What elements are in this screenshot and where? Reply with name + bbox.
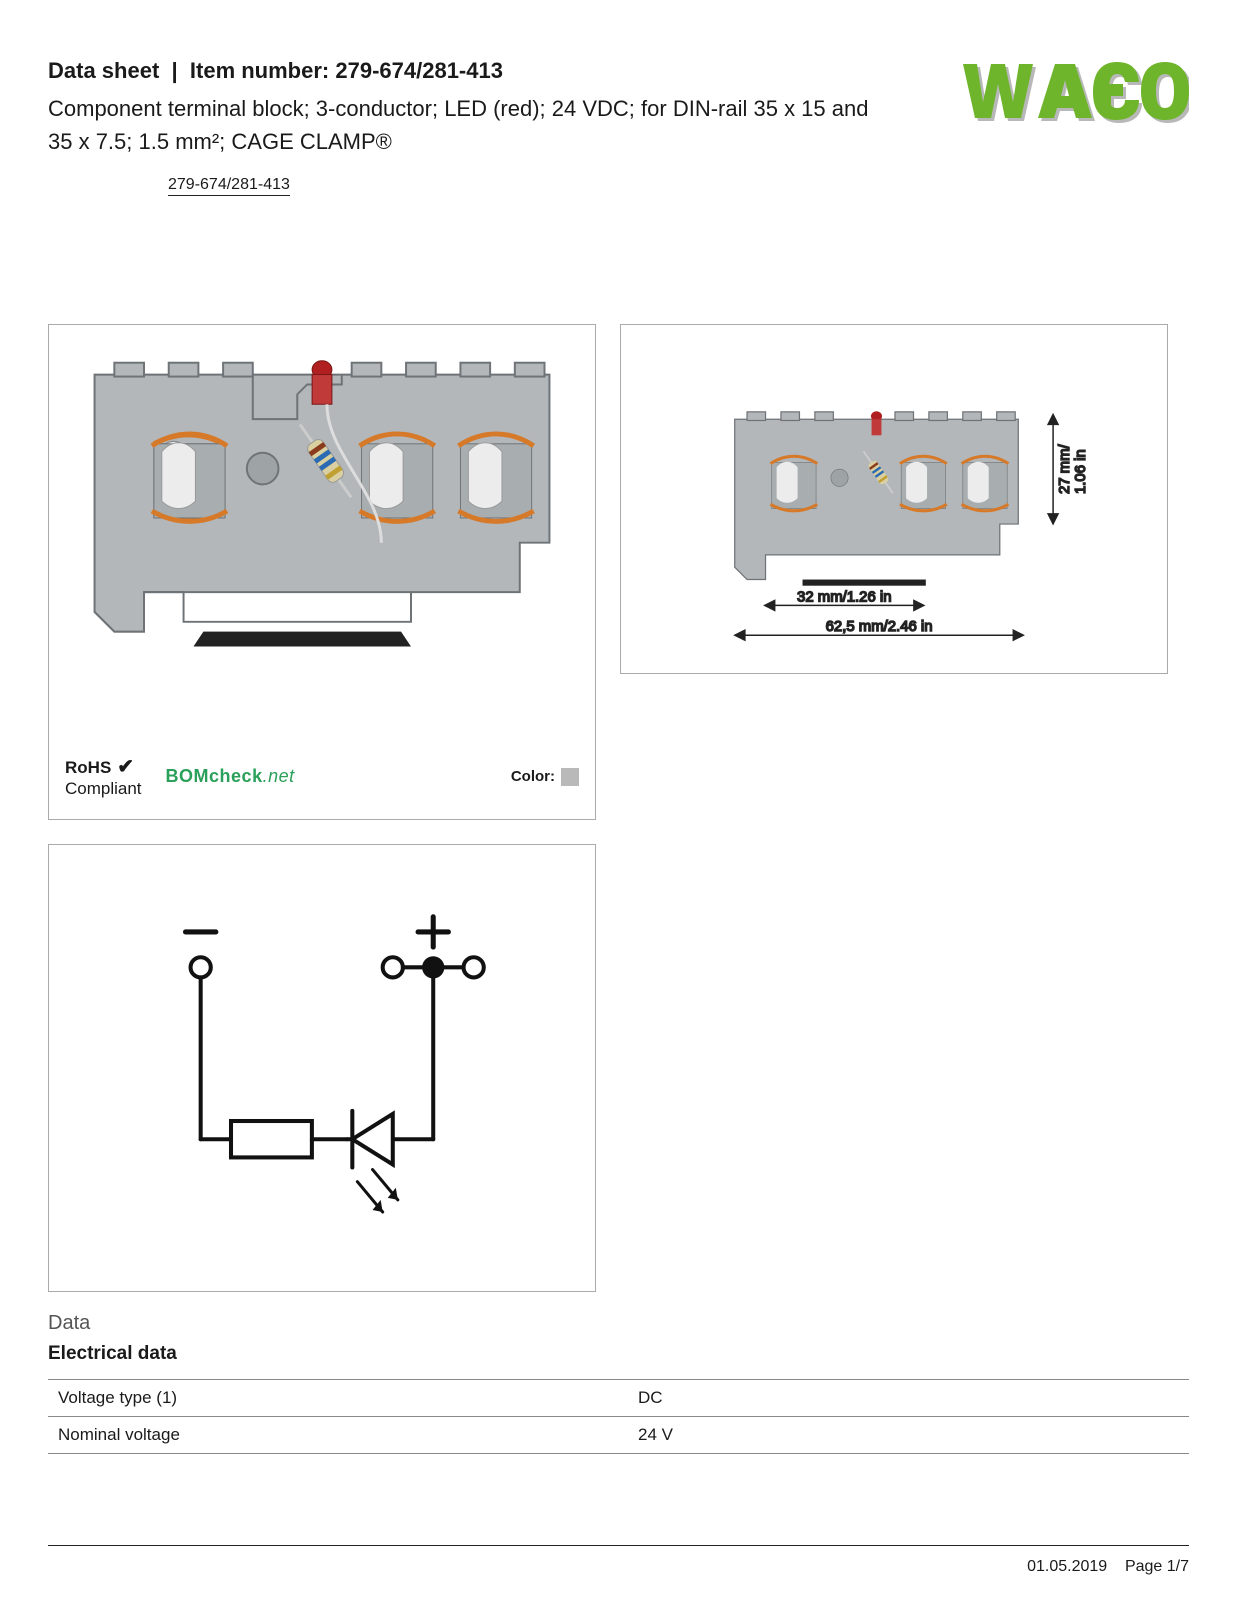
- cell-value: 24 V: [628, 1417, 1189, 1454]
- dimension-panel: 32 mm/1.26 in 62,5 mm/2.46 in 27 mm/ 1.0…: [620, 324, 1168, 674]
- rohs-label: RoHS: [65, 758, 111, 777]
- item-number-label: Item number:: [190, 58, 329, 83]
- table-row: Nominal voltage 24 V: [48, 1417, 1189, 1454]
- page-footer: 01.05.2019 Page 1/7: [1027, 1558, 1189, 1576]
- product-image-dimensions: 32 mm/1.26 in 62,5 mm/2.46 in 27 mm/ 1.0…: [621, 325, 1167, 673]
- electrical-heading: Electrical data: [48, 1343, 1189, 1365]
- footer-page: Page 1/7: [1125, 1558, 1189, 1575]
- color-swatch: [561, 768, 579, 786]
- page-title: Data sheet | Item number: 279-674/281-41…: [48, 58, 898, 84]
- header-block: Data sheet | Item number: 279-674/281-41…: [48, 58, 898, 194]
- dim-62mm: 62,5 mm/2.46 in: [826, 619, 933, 635]
- data-heading: Data: [48, 1312, 1189, 1335]
- rohs-sub: Compliant: [65, 779, 142, 799]
- footer-date: 01.05.2019: [1027, 1558, 1107, 1575]
- table-row: Voltage type (1) DC: [48, 1380, 1189, 1417]
- rohs-badge: RoHS ✔ Compliant: [65, 755, 142, 799]
- bomcheck-text: BOMcheck: [166, 766, 263, 786]
- footer-rule: [48, 1545, 1189, 1546]
- product-image-panel: RoHS ✔ Compliant BOMcheck.net Color:: [48, 324, 596, 820]
- bomcheck-logo: BOMcheck.net: [166, 766, 295, 787]
- dim-32mm: 32 mm/1.26 in: [797, 589, 891, 605]
- dim-27mm-b: 1.06 in: [1073, 449, 1089, 494]
- sheet-label: Data sheet: [48, 58, 159, 83]
- color-indicator: Color:: [511, 768, 579, 786]
- circuit-schematic: [49, 846, 595, 1291]
- wago-logo: [959, 58, 1189, 133]
- product-image-large: [55, 331, 589, 735]
- cell-label: Voltage type (1): [48, 1380, 628, 1417]
- check-icon: ✔: [117, 756, 134, 778]
- compliance-row: RoHS ✔ Compliant BOMcheck.net Color:: [49, 741, 595, 819]
- schematic-panel: [48, 844, 596, 1292]
- color-label-text: Color:: [511, 768, 555, 785]
- product-description: Component terminal block; 3-conductor; L…: [48, 92, 898, 158]
- cell-label: Nominal voltage: [48, 1417, 628, 1454]
- item-number: 279-674/281-413: [335, 58, 503, 83]
- dim-27mm-a: 27 mm/: [1057, 443, 1073, 494]
- cell-value: DC: [628, 1380, 1189, 1417]
- bomcheck-suffix: .net: [263, 766, 295, 786]
- item-link[interactable]: 279-674/281-413: [168, 176, 290, 196]
- electrical-data-table: Voltage type (1) DC Nominal voltage 24 V: [48, 1379, 1189, 1454]
